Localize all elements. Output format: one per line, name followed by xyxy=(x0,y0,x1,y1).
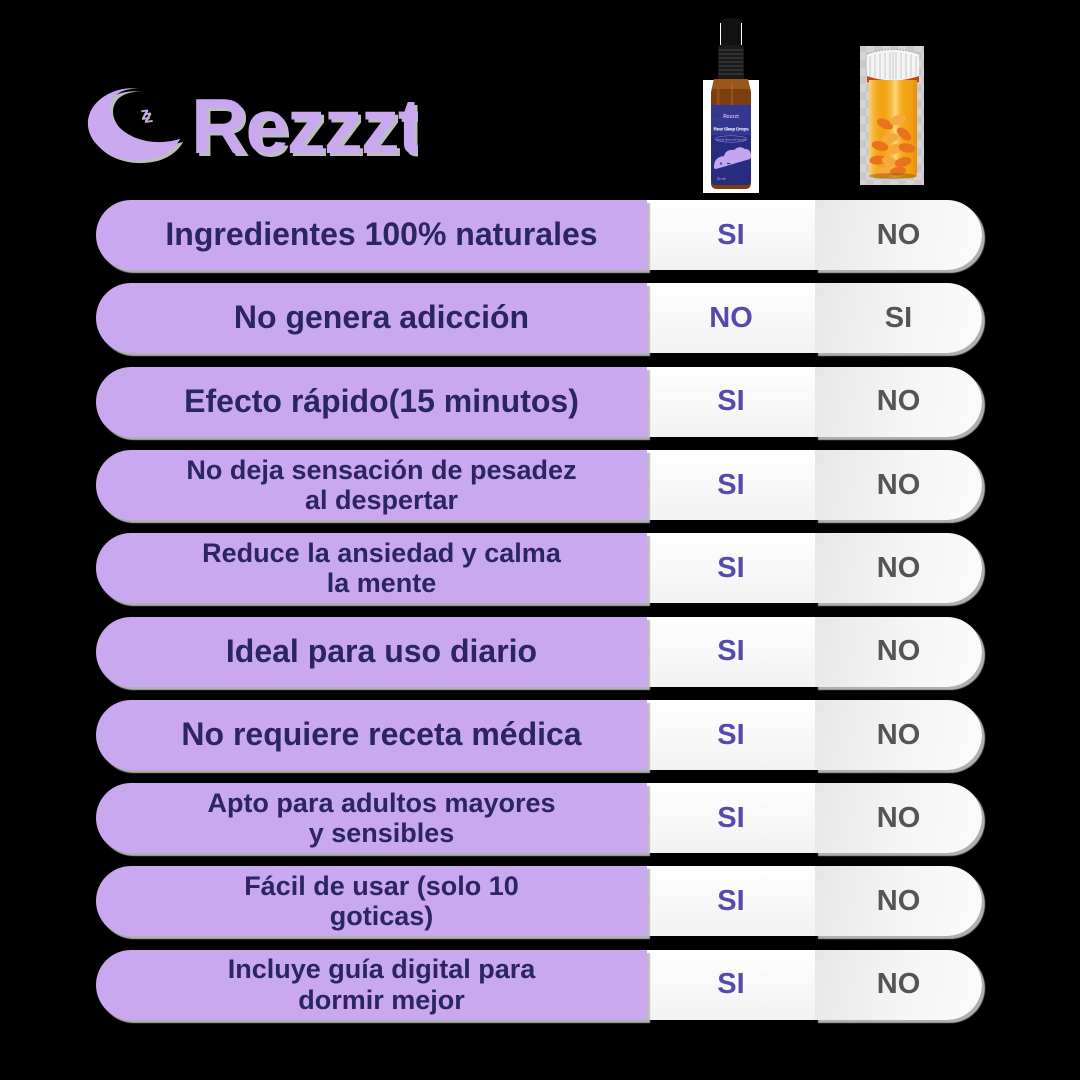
svg-text:Rest Sleep Drops: Rest Sleep Drops xyxy=(714,127,750,133)
svg-text:Rezzzt: Rezzzt xyxy=(191,84,418,170)
svg-text:30 ml: 30 ml xyxy=(717,177,726,181)
svg-text:z: z xyxy=(139,103,151,124)
svg-text:Rezzzt: Rezzzt xyxy=(723,114,739,120)
svg-text:Natural Sleep Aid Formula: Natural Sleep Aid Formula xyxy=(716,138,747,142)
